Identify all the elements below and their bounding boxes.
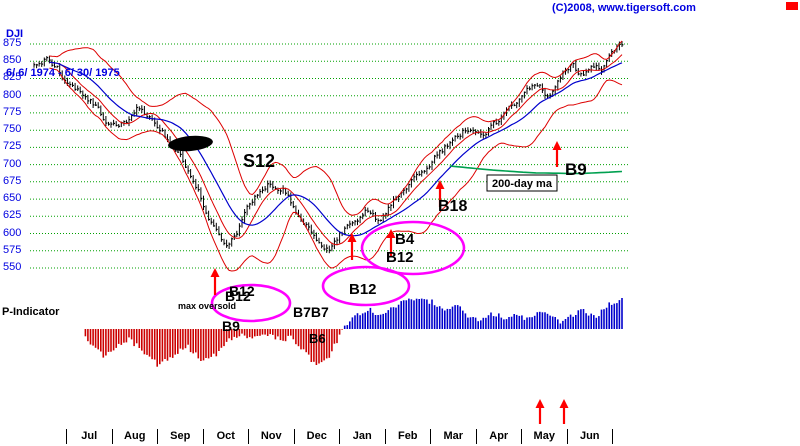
month-label-aug: Aug xyxy=(111,429,158,444)
y-tick-700: 700 xyxy=(3,157,22,170)
month-label-apr: Apr xyxy=(475,429,522,444)
mid-band-line xyxy=(49,61,623,237)
chart-header: DJI 6/ 6/ 1974 - 6/ 30/ 1975 xyxy=(6,2,120,106)
signal-label-b12: B12 xyxy=(349,281,377,298)
y-tick-575: 575 xyxy=(3,243,22,256)
up-arrow-head xyxy=(559,399,569,408)
marker-scribble xyxy=(168,135,213,152)
month-label-jun: Jun xyxy=(566,429,613,444)
y-tick-550: 550 xyxy=(3,261,22,273)
signal-label-max-oversold: max oversold xyxy=(178,301,236,311)
signal-label-b18: B18 xyxy=(438,198,467,215)
month-label-mar: Mar xyxy=(430,429,476,444)
signal-label-b12: B12 xyxy=(225,288,251,304)
month-label-nov: Nov xyxy=(248,429,294,444)
up-arrow-head xyxy=(347,233,357,242)
y-tick-600: 600 xyxy=(3,226,22,239)
signal-label-b9: B9 xyxy=(565,160,587,179)
signal-label-b12: B12 xyxy=(229,283,255,299)
month-axis: Jul Aug Sep Oct Nov Dec Jan Feb Mar Apr May Jun xyxy=(66,429,613,444)
highlight-ellipse-2 xyxy=(321,265,411,307)
copyright-label: (C)2008, www.tigersoft.com xyxy=(552,2,696,14)
month-label-may: May xyxy=(521,429,567,444)
upper-band-line xyxy=(49,40,623,216)
up-arrow-head xyxy=(210,268,220,277)
month-label-feb: Feb xyxy=(384,429,431,444)
lower-band-line xyxy=(49,67,623,272)
date-range-label: 6/ 6/ 1974 - 6/ 30/ 1975 xyxy=(6,67,120,79)
up-arrow-head xyxy=(535,399,545,408)
month-label-jul: Jul xyxy=(66,429,112,444)
signal-label-b6: B6 xyxy=(309,331,326,346)
y-tick-850: 850 xyxy=(3,54,22,67)
ma200-line xyxy=(449,165,623,175)
window-corner-marker xyxy=(786,2,798,10)
month-label-sep: Sep xyxy=(157,429,203,444)
fast-ma-line xyxy=(49,54,623,246)
month-label-dec: Dec xyxy=(293,429,340,444)
y-tick-775: 775 xyxy=(3,105,22,118)
y-tick-825: 825 xyxy=(3,71,22,84)
ma200-label-box xyxy=(486,174,558,192)
month-label-jan: Jan xyxy=(339,429,385,444)
y-tick-750: 750 xyxy=(3,123,22,136)
highlight-ellipse-3 xyxy=(210,283,292,323)
signal-label-b7b7: B7B7 xyxy=(293,304,329,320)
y-tick-800: 800 xyxy=(3,88,22,101)
signal-label-b12: B12 xyxy=(386,249,414,266)
up-arrow-head xyxy=(552,141,562,150)
y-tick-725: 725 xyxy=(3,140,22,153)
y-tick-650: 650 xyxy=(3,192,22,205)
up-arrow-head xyxy=(386,229,396,238)
signal-label-s12: S12 xyxy=(243,151,275,171)
y-tick-875: 875 xyxy=(3,37,22,49)
highlight-ellipse-1 xyxy=(360,220,466,276)
symbol-label: DJI xyxy=(6,28,24,40)
signal-label-b9: B9 xyxy=(222,318,240,334)
up-arrow-head xyxy=(435,180,445,189)
ma200-label-text: 200-day ma xyxy=(492,178,553,190)
month-label-oct: Oct xyxy=(202,429,249,444)
y-tick-675: 675 xyxy=(3,174,22,187)
y-tick-625: 625 xyxy=(3,209,22,222)
p-indicator-label: P-Indicator xyxy=(2,306,60,318)
signal-label-b4: B4 xyxy=(395,231,415,248)
